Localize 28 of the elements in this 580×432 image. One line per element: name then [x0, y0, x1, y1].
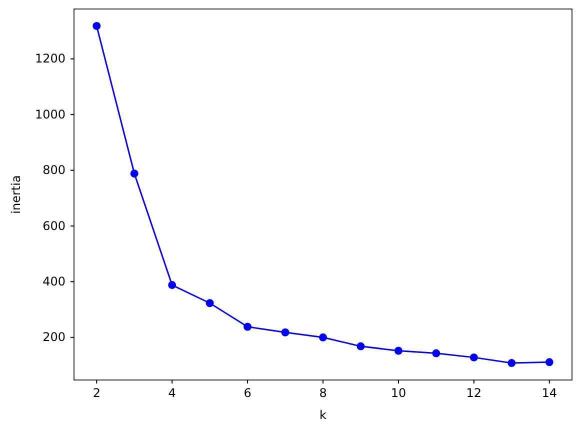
- x-axis-title: k: [320, 408, 327, 422]
- x-tick-label: 10: [390, 386, 406, 400]
- point: [394, 346, 402, 355]
- point: [508, 359, 516, 367]
- point: [470, 353, 478, 362]
- y-tick-label: 200: [42, 330, 66, 344]
- y-tick-label: 400: [42, 274, 66, 289]
- x-tick-label: 8: [319, 386, 327, 400]
- point: [168, 281, 176, 290]
- point: [281, 328, 290, 336]
- x-tick-label: 2: [92, 386, 100, 400]
- point: [319, 333, 327, 342]
- x-tick-label: 6: [244, 386, 252, 400]
- point: [206, 299, 214, 308]
- point: [92, 22, 101, 30]
- point: [130, 170, 138, 178]
- y-tick-label: 600: [42, 218, 66, 233]
- x-tick-label: 14: [542, 386, 558, 400]
- y-tick-label: 1000: [34, 107, 66, 122]
- x-tick-label: 12: [466, 386, 482, 400]
- y-tick-label: 1200: [34, 52, 66, 66]
- y-axis-title: inertia: [9, 175, 23, 214]
- point: [356, 342, 365, 350]
- y-tick-label: 800: [42, 163, 66, 178]
- point: [432, 349, 440, 358]
- point: [244, 322, 252, 331]
- x-tick-label: 4: [168, 386, 176, 400]
- point: [545, 358, 554, 366]
